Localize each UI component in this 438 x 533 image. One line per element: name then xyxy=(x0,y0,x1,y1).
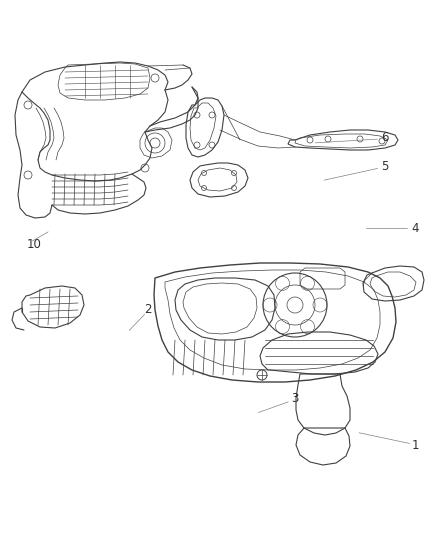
Text: 5: 5 xyxy=(381,160,389,173)
Text: 2: 2 xyxy=(145,303,152,316)
Text: 3: 3 xyxy=(291,392,299,405)
Text: 10: 10 xyxy=(27,238,42,251)
Text: 1: 1 xyxy=(412,439,419,451)
Text: 4: 4 xyxy=(412,222,419,235)
Text: 6: 6 xyxy=(381,131,389,144)
